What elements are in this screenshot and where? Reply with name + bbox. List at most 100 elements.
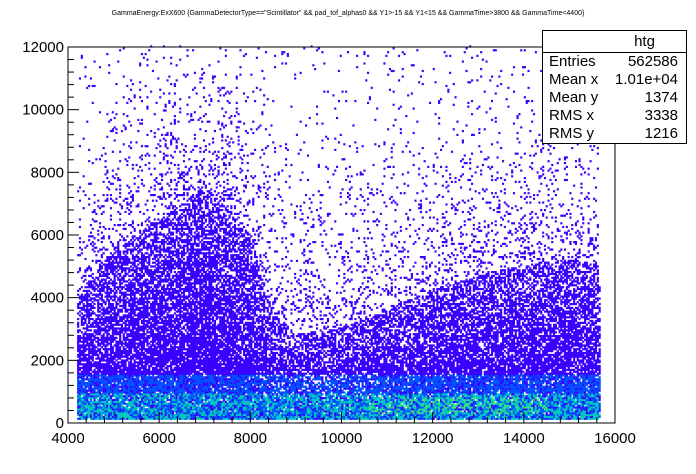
histogram-cell: [168, 228, 170, 230]
histogram-cell: [141, 277, 143, 279]
histogram-cell: [165, 350, 167, 352]
histogram-cell: [112, 359, 114, 361]
histogram-cell: [141, 265, 143, 267]
histogram-cell: [181, 194, 183, 196]
histogram-cell: [79, 382, 81, 384]
histogram-cell: [117, 395, 119, 397]
histogram-cell: [99, 311, 101, 313]
histogram-cell: [92, 305, 94, 307]
histogram-cell: [167, 79, 169, 81]
histogram-cell: [159, 256, 161, 258]
histogram-cell: [170, 269, 172, 271]
histogram-cell: [117, 179, 119, 181]
histogram-cell: [103, 264, 105, 266]
histogram-cell: [79, 352, 81, 354]
histogram-cell: [157, 380, 159, 382]
histogram-cell: [156, 177, 158, 179]
histogram-cell: [165, 390, 167, 392]
histogram-cell: [159, 265, 161, 267]
histogram-cell: [176, 185, 178, 187]
histogram-cell: [92, 311, 94, 313]
histogram-cell: [181, 303, 183, 305]
histogram-cell: [121, 288, 123, 290]
histogram-cell: [125, 292, 127, 294]
histogram-cell: [170, 62, 172, 64]
histogram-cell: [126, 309, 128, 311]
histogram-cell: [110, 305, 112, 307]
histogram-cell: [165, 139, 167, 141]
histogram-cell: [165, 373, 167, 375]
histogram-cell: [126, 164, 128, 166]
histogram-cell: [86, 311, 88, 313]
histogram-cell: [145, 386, 147, 388]
histogram-cell: [165, 305, 167, 307]
histogram-cell: [139, 89, 141, 91]
histogram-cell: [125, 247, 127, 249]
histogram-cell: [172, 380, 174, 382]
histogram-cell: [110, 369, 112, 371]
histogram-cell: [110, 207, 112, 209]
histogram-cell: [156, 200, 158, 202]
histogram-cell: [117, 279, 119, 281]
histogram-cell: [137, 119, 139, 121]
histogram-cell: [163, 153, 165, 155]
histogram-cell: [103, 205, 105, 207]
histogram-cell: [115, 292, 117, 294]
histogram-cell: [148, 168, 150, 170]
histogram-cell: [134, 228, 136, 230]
histogram-cell: [88, 296, 90, 298]
histogram-cell: [90, 367, 92, 369]
histogram-cell: [185, 329, 187, 331]
histogram-cell: [121, 130, 123, 132]
histogram-cell: [172, 348, 174, 350]
histogram-cell: [114, 311, 116, 313]
histogram-cell: [94, 250, 96, 252]
histogram-cell: [165, 329, 167, 331]
histogram-cell: [126, 395, 128, 397]
histogram-cell: [141, 254, 143, 256]
histogram-cell: [185, 220, 187, 222]
histogram-cell: [141, 256, 143, 258]
histogram-cell: [181, 414, 183, 416]
histogram-cell: [148, 301, 150, 303]
histogram-cell: [167, 147, 169, 149]
histogram-cell: [121, 341, 123, 343]
histogram-cell: [88, 239, 90, 241]
histogram-cell: [141, 53, 143, 55]
histogram-cell: [159, 183, 161, 185]
histogram-cell: [181, 301, 183, 303]
histogram-cell: [99, 282, 101, 284]
histogram-cell: [141, 386, 143, 388]
histogram-cell: [88, 203, 90, 205]
histogram-cell: [181, 354, 183, 356]
histogram-cell: [136, 305, 138, 307]
histogram-cell: [165, 359, 167, 361]
histogram-cell: [95, 346, 97, 348]
histogram-cell: [141, 371, 143, 373]
histogram-cell: [134, 395, 136, 397]
histogram-cell: [161, 198, 163, 200]
histogram-cell: [163, 57, 165, 59]
histogram-cell: [170, 408, 172, 410]
histogram-cell: [128, 267, 130, 269]
histogram-cell: [108, 237, 110, 239]
histogram-cell: [172, 218, 174, 220]
histogram-cell: [79, 226, 81, 228]
histogram-cell: [176, 239, 178, 241]
histogram-cell: [103, 406, 105, 408]
histogram-cell: [95, 277, 97, 279]
histogram-cell: [99, 222, 101, 224]
histogram-cell: [134, 408, 136, 410]
histogram-cell: [103, 380, 105, 382]
histogram-cell: [185, 314, 187, 316]
histogram-cell: [181, 406, 183, 408]
histogram-cell: [137, 170, 139, 172]
histogram-cell: [165, 406, 167, 408]
histogram-cell: [83, 241, 85, 243]
histogram-cell: [134, 314, 136, 316]
histogram-cell: [99, 264, 101, 266]
histogram-cell: [105, 173, 107, 175]
histogram-cell: [165, 416, 167, 418]
histogram-cell: [90, 232, 92, 234]
histogram-cell: [134, 406, 136, 408]
